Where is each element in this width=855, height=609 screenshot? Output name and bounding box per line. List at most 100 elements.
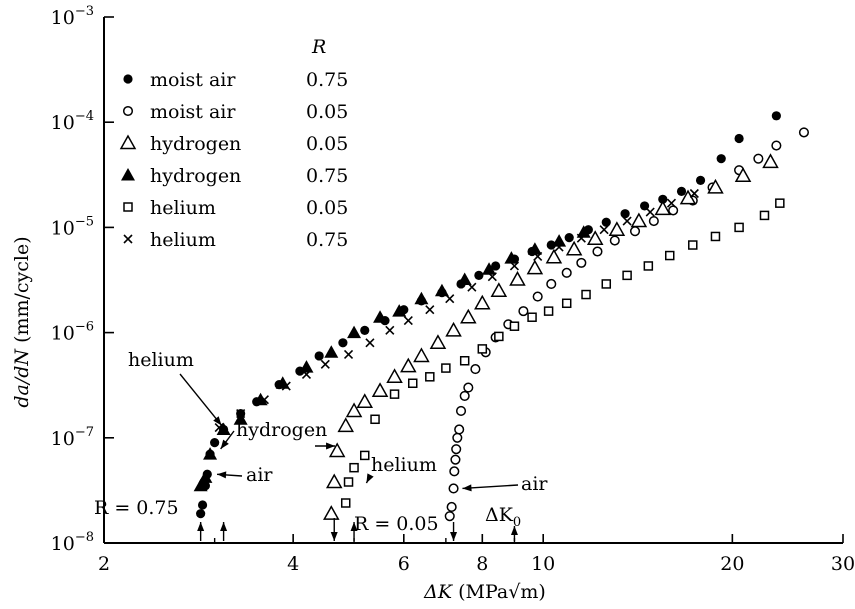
marker-shape: [643, 261, 654, 271]
y-tick-label: 10−6: [51, 320, 94, 345]
marker-shape: [299, 360, 314, 373]
marker-shape: [301, 369, 312, 380]
arrow-shaft: [179, 373, 223, 426]
marker-shape: [324, 345, 339, 358]
data-point: [459, 390, 470, 401]
marker-shape: [561, 298, 572, 309]
marker-shape: [343, 349, 354, 360]
data-point: [392, 304, 407, 317]
data-point: [490, 282, 508, 297]
data-point: [452, 432, 463, 443]
data-point: [775, 198, 785, 208]
marker-shape: [477, 344, 488, 354]
legend-marker: [121, 168, 135, 181]
x-axis-label-part: ΔK: [423, 581, 454, 603]
marker-shape: [527, 312, 537, 322]
data-point: [400, 357, 417, 373]
marker-shape: [601, 279, 612, 289]
marker-shape: [509, 261, 520, 271]
data-point: [622, 216, 632, 226]
legend-r-value: 0.05: [306, 133, 348, 155]
marker-shape: [592, 246, 603, 257]
marker-shape: [323, 505, 340, 520]
marker-shape: [360, 325, 370, 335]
data-point: [345, 402, 363, 418]
marker-shape: [629, 226, 641, 237]
arrow-head: [366, 473, 374, 484]
x-tick-label: 20: [720, 553, 744, 575]
marker-shape: [371, 382, 389, 398]
data-point: [314, 351, 324, 361]
data-point: [413, 347, 430, 363]
marker-shape: [123, 202, 133, 212]
series-filled-triangle: [193, 225, 591, 492]
marker-shape: [710, 231, 721, 242]
data-point: [554, 242, 564, 252]
marker-shape: [734, 222, 744, 233]
data-marks: [193, 111, 809, 522]
marker-shape: [253, 392, 268, 406]
marker-shape: [121, 168, 135, 181]
legend-series-name: hydrogen: [150, 165, 241, 187]
data-point: [198, 470, 213, 483]
marker-shape: [445, 321, 462, 337]
annotation-arrow: [350, 522, 358, 541]
data-point: [710, 231, 721, 242]
marker-shape: [449, 466, 460, 477]
legend-header: R: [311, 36, 326, 58]
marker-shape: [586, 230, 604, 246]
data-point: [365, 338, 375, 348]
arrow-head: [350, 522, 358, 531]
arrow-head: [220, 522, 228, 531]
data-point: [518, 306, 529, 317]
data-point: [643, 261, 654, 271]
data-point: [338, 338, 348, 348]
threshold-label: R = 0.75: [94, 497, 179, 519]
arrow-head: [330, 532, 338, 541]
marker-shape: [491, 261, 501, 271]
data-point: [509, 321, 520, 331]
data-point: [470, 364, 481, 375]
y-tick-label: 10−3: [51, 4, 94, 29]
marker-shape: [630, 212, 648, 228]
annotation-arrow: [510, 526, 518, 541]
marker-shape: [455, 405, 467, 416]
marker-shape: [552, 234, 567, 247]
annotation-arrow: [179, 373, 223, 426]
data-point: [460, 308, 477, 324]
data-point: [592, 246, 603, 257]
marker-shape: [389, 389, 400, 399]
marker-shape: [609, 235, 620, 246]
data-point: [360, 325, 370, 335]
marker-shape: [337, 417, 355, 433]
data-point: [753, 153, 764, 164]
marker-shape: [414, 291, 429, 305]
marker-shape: [434, 283, 449, 297]
legend-marker: [123, 234, 133, 244]
data-point: [759, 210, 770, 221]
data-point: [527, 312, 537, 322]
marker-shape: [474, 294, 491, 310]
marker-shape: [450, 454, 461, 465]
data-point: [707, 178, 724, 194]
data-point: [337, 417, 355, 433]
annotation-label: air: [246, 464, 273, 486]
data-point: [446, 501, 457, 513]
data-point: [609, 235, 620, 246]
series-open-square: [340, 198, 785, 508]
marker-shape: [459, 356, 470, 366]
marker-shape: [281, 381, 291, 391]
marker-shape: [509, 321, 520, 331]
marker-shape: [474, 270, 484, 280]
marker-shape: [554, 242, 564, 252]
data-point: [449, 466, 460, 477]
marker-shape: [666, 198, 677, 208]
x-tick-label: 6: [398, 553, 410, 575]
legend-r-value: 0.75: [306, 165, 348, 187]
data-point: [477, 344, 488, 354]
annotation-label: helium: [128, 349, 194, 371]
marker-shape: [429, 334, 447, 350]
threshold-label: R = 0.05: [354, 513, 439, 535]
arrow-shaft: [462, 484, 519, 490]
marker-shape: [448, 483, 459, 494]
